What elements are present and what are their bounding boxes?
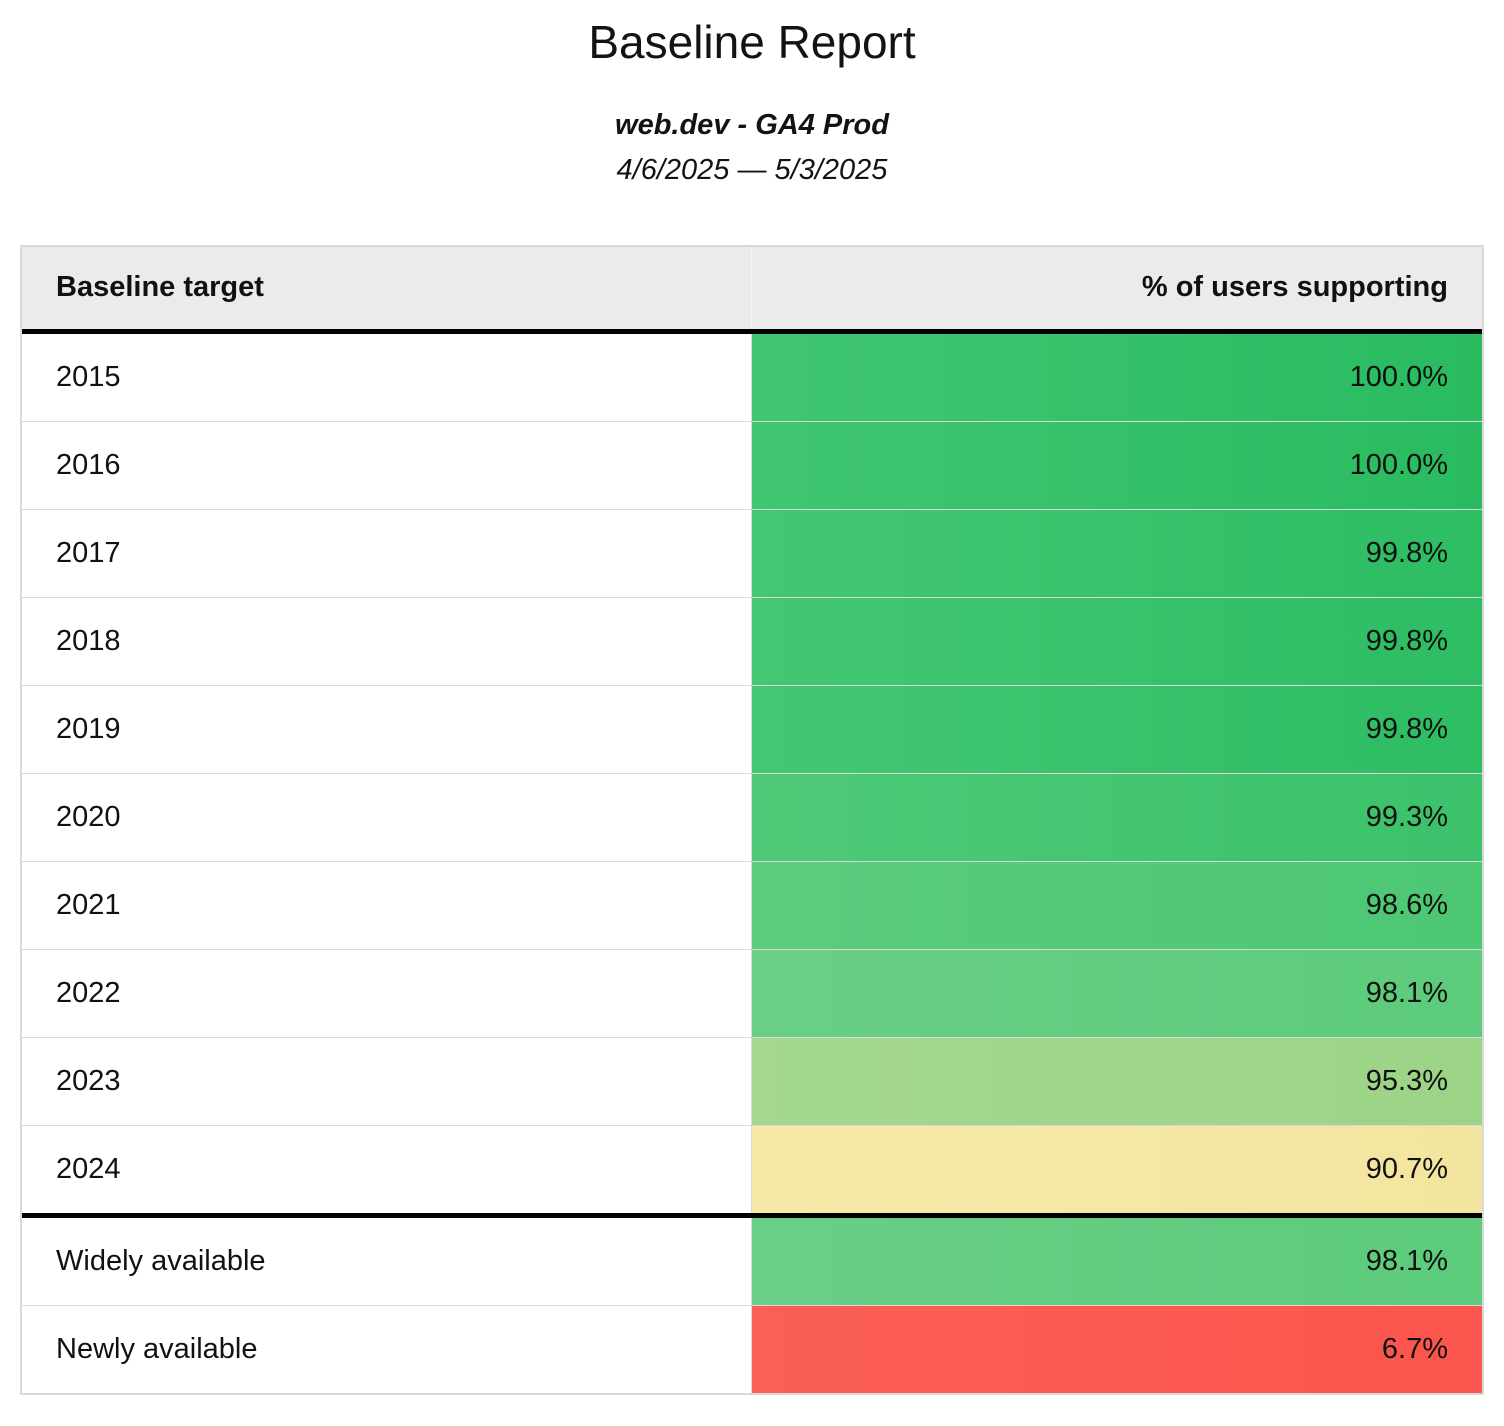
table-row: 2023 95.3% — [22, 1036, 1482, 1125]
table-row: Widely available 98.1% — [22, 1212, 1482, 1305]
table-row: 2019 99.8% — [22, 684, 1482, 773]
percent-cell: 6.7% — [752, 1305, 1482, 1393]
percent-cell: 99.3% — [752, 773, 1482, 861]
baseline-target-cell: 2022 — [22, 949, 752, 1037]
baseline-target-label: 2017 — [56, 536, 121, 569]
percent-value: 100.0% — [1349, 448, 1448, 481]
baseline-target-label: 2023 — [56, 1064, 121, 1097]
baseline-target-cell: 2018 — [22, 597, 752, 685]
table-body: 2015 100.0% 2016 100.0% 2017 99.8% 2018 99.8% 20… — [22, 333, 1482, 1393]
percent-value: 99.8% — [1365, 624, 1448, 657]
percent-cell: 100.0% — [752, 333, 1482, 421]
baseline-target-cell: 2019 — [22, 685, 752, 773]
table-header-row: Baseline target % of users supporting — [22, 246, 1482, 334]
percent-cell: 95.3% — [752, 1037, 1482, 1125]
percent-cell: 100.0% — [752, 421, 1482, 509]
percent-value: 99.8% — [1365, 712, 1448, 745]
table-row: 2015 100.0% — [22, 333, 1482, 421]
percent-value: 98.1% — [1365, 1244, 1448, 1277]
baseline-target-cell: 2015 — [22, 333, 752, 421]
table-row: Newly available 6.7% — [22, 1304, 1482, 1393]
percent-cell: 98.6% — [752, 861, 1482, 949]
baseline-target-label: 2019 — [56, 712, 121, 745]
baseline-target-label: 2021 — [56, 888, 121, 921]
baseline-target-cell: 2024 — [22, 1125, 752, 1213]
baseline-target-cell: Newly available — [22, 1305, 752, 1393]
baseline-table: Baseline target % of users supporting 20… — [20, 244, 1484, 1395]
baseline-target-cell: 2023 — [22, 1037, 752, 1125]
report-source: web.dev - GA4 Prod — [615, 108, 889, 141]
percent-value: 98.1% — [1365, 976, 1448, 1009]
baseline-target-cell: 2021 — [22, 861, 752, 949]
baseline-target-label: 2022 — [56, 976, 121, 1009]
baseline-target-cell: 2017 — [22, 509, 752, 597]
column-header-baseline-target: Baseline target — [22, 246, 752, 329]
table-row: 2024 90.7% — [22, 1124, 1482, 1213]
percent-value: 99.3% — [1365, 800, 1448, 833]
baseline-target-label: Widely available — [56, 1244, 266, 1277]
percent-cell: 99.8% — [752, 509, 1482, 597]
table-row: 2022 98.1% — [22, 948, 1482, 1037]
percent-value: 100.0% — [1349, 360, 1448, 393]
percent-cell: 99.8% — [752, 597, 1482, 685]
page-title: Baseline Report — [588, 16, 916, 68]
table-row: 2020 99.3% — [22, 772, 1482, 861]
report-date-range: 4/6/2025 — 5/3/2025 — [616, 153, 888, 186]
baseline-target-label: Newly available — [56, 1332, 258, 1365]
baseline-target-cell: 2016 — [22, 421, 752, 509]
table-row: 2021 98.6% — [22, 860, 1482, 949]
baseline-target-label: 2024 — [56, 1152, 121, 1185]
percent-cell: 90.7% — [752, 1125, 1482, 1213]
baseline-target-cell: Widely available — [22, 1217, 752, 1305]
table-row: 2016 100.0% — [22, 420, 1482, 509]
percent-cell: 99.8% — [752, 685, 1482, 773]
percent-value: 90.7% — [1365, 1152, 1448, 1185]
column-header-percent-supporting: % of users supporting — [752, 246, 1482, 329]
baseline-target-label: 2015 — [56, 360, 121, 393]
table-row: 2017 99.8% — [22, 508, 1482, 597]
table-row: 2018 99.8% — [22, 596, 1482, 685]
percent-value: 99.8% — [1365, 536, 1448, 569]
percent-cell: 98.1% — [752, 949, 1482, 1037]
baseline-target-label: 2016 — [56, 448, 121, 481]
baseline-target-label: 2020 — [56, 800, 121, 833]
baseline-target-cell: 2020 — [22, 773, 752, 861]
percent-value: 98.6% — [1365, 888, 1448, 921]
percent-value: 95.3% — [1365, 1064, 1448, 1097]
baseline-target-label: 2018 — [56, 624, 121, 657]
percent-value: 6.7% — [1381, 1332, 1448, 1365]
percent-cell: 98.1% — [752, 1217, 1482, 1305]
